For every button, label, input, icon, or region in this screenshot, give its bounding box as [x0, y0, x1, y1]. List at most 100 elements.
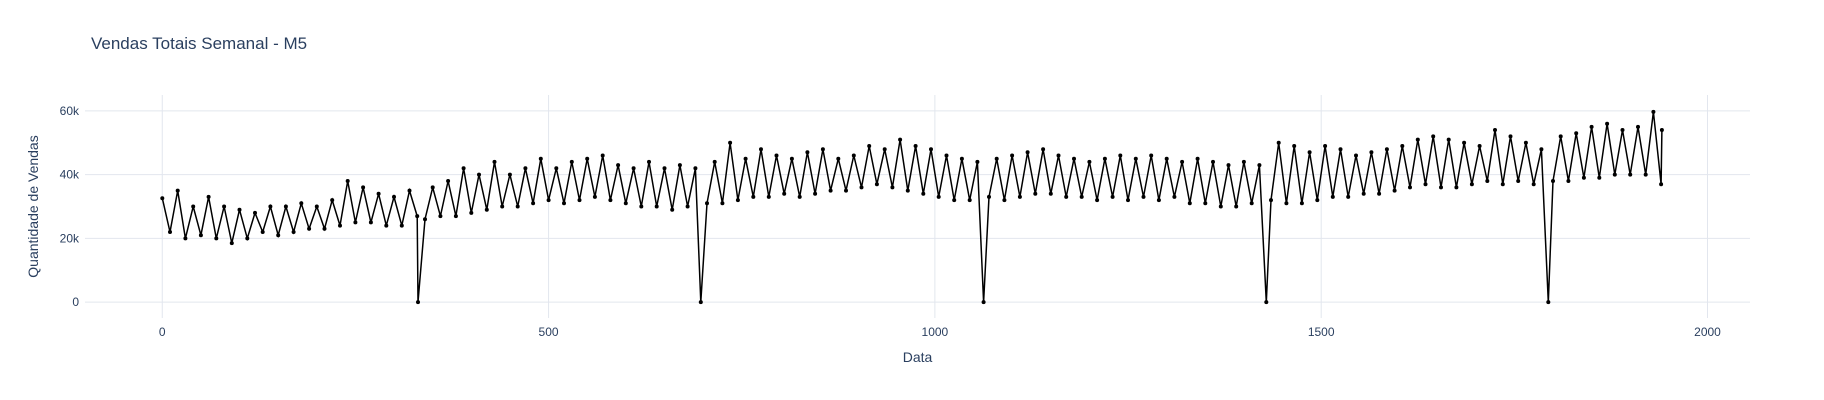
data-point [759, 147, 763, 152]
data-point [1423, 182, 1428, 187]
data-point [538, 156, 543, 161]
data-point [1462, 140, 1467, 145]
data-point [1439, 185, 1443, 190]
x-tick-label: 2000 [1694, 325, 1721, 339]
data-point [392, 194, 396, 199]
data-point [952, 198, 957, 203]
data-point [229, 241, 234, 246]
data-point [1323, 144, 1328, 148]
data-point [1249, 201, 1254, 206]
data-point [430, 185, 435, 190]
y-tick-label: 20k [60, 231, 80, 245]
data-point [1211, 159, 1215, 164]
data-point [1493, 128, 1497, 132]
data-point [222, 204, 227, 209]
data-point [268, 204, 273, 209]
data-point [608, 198, 613, 203]
data-point [1408, 185, 1412, 190]
data-point [276, 233, 281, 238]
data-point [1346, 194, 1351, 199]
data-point [1354, 153, 1358, 158]
x-tick-label: 1000 [922, 325, 949, 339]
data-point [361, 185, 366, 190]
data-point [820, 147, 825, 152]
data-point [585, 156, 590, 161]
data-point [1400, 144, 1405, 148]
data-point [1172, 194, 1177, 199]
data-point [851, 153, 856, 158]
data-point [1531, 182, 1536, 187]
data-point [1620, 128, 1625, 132]
data-point [1110, 194, 1115, 199]
data-point [685, 204, 690, 209]
data-point [1566, 179, 1571, 183]
data-point [415, 214, 420, 219]
data-point [1551, 179, 1555, 183]
data-point [1361, 191, 1366, 196]
data-point [592, 194, 597, 199]
data-point [1558, 134, 1563, 139]
data-point [260, 230, 265, 234]
data-point [813, 191, 818, 196]
data-point [975, 159, 980, 164]
data-point [477, 172, 481, 177]
data-point [766, 194, 771, 199]
data-point [1064, 194, 1069, 199]
data-point [1292, 144, 1297, 148]
data-point [913, 144, 918, 148]
data-point [453, 214, 458, 219]
data-point [307, 226, 312, 231]
y-tick-label: 60k [60, 104, 80, 118]
data-point [921, 191, 926, 196]
data-point [836, 156, 841, 161]
data-point [1156, 198, 1161, 203]
data-point [198, 233, 203, 238]
data-point [1010, 153, 1015, 158]
data-point [1338, 147, 1343, 152]
data-point [562, 201, 566, 206]
data-point [712, 159, 717, 164]
y-tick-label: 0 [72, 295, 79, 309]
data-point [1643, 172, 1648, 177]
data-point [469, 210, 474, 215]
data-point [214, 236, 219, 241]
data-point [1234, 204, 1239, 209]
data-point [1102, 156, 1107, 161]
data-point [291, 230, 296, 234]
data-point [253, 210, 257, 215]
data-point [1597, 175, 1602, 180]
data-point [314, 204, 319, 209]
data-point [322, 226, 327, 231]
data-point [797, 194, 802, 199]
data-point [623, 201, 628, 206]
data-point [507, 172, 512, 177]
data-point [600, 153, 605, 158]
data-point [1002, 198, 1007, 203]
data-point [936, 194, 941, 199]
data-point [1636, 124, 1640, 129]
data-point [1056, 153, 1061, 158]
data-point [1446, 137, 1451, 142]
data-point [416, 300, 420, 305]
data-point [577, 198, 582, 203]
data-point [1284, 201, 1289, 206]
data-point [1628, 172, 1633, 177]
data-point [1523, 140, 1528, 145]
data-point [446, 179, 451, 183]
data-point [338, 223, 342, 228]
data-point [805, 150, 810, 155]
data-point [1180, 159, 1185, 164]
data-point [1454, 185, 1459, 190]
data-point [782, 191, 787, 196]
data-point [1041, 147, 1046, 152]
x-axis-title: Data [903, 349, 933, 365]
data-point [1095, 198, 1100, 203]
data-point [1087, 159, 1092, 164]
data-point [1126, 198, 1130, 203]
data-point [662, 166, 667, 171]
data-point [399, 223, 404, 228]
data-point [206, 194, 211, 199]
data-point [844, 188, 848, 193]
data-point [168, 230, 172, 234]
